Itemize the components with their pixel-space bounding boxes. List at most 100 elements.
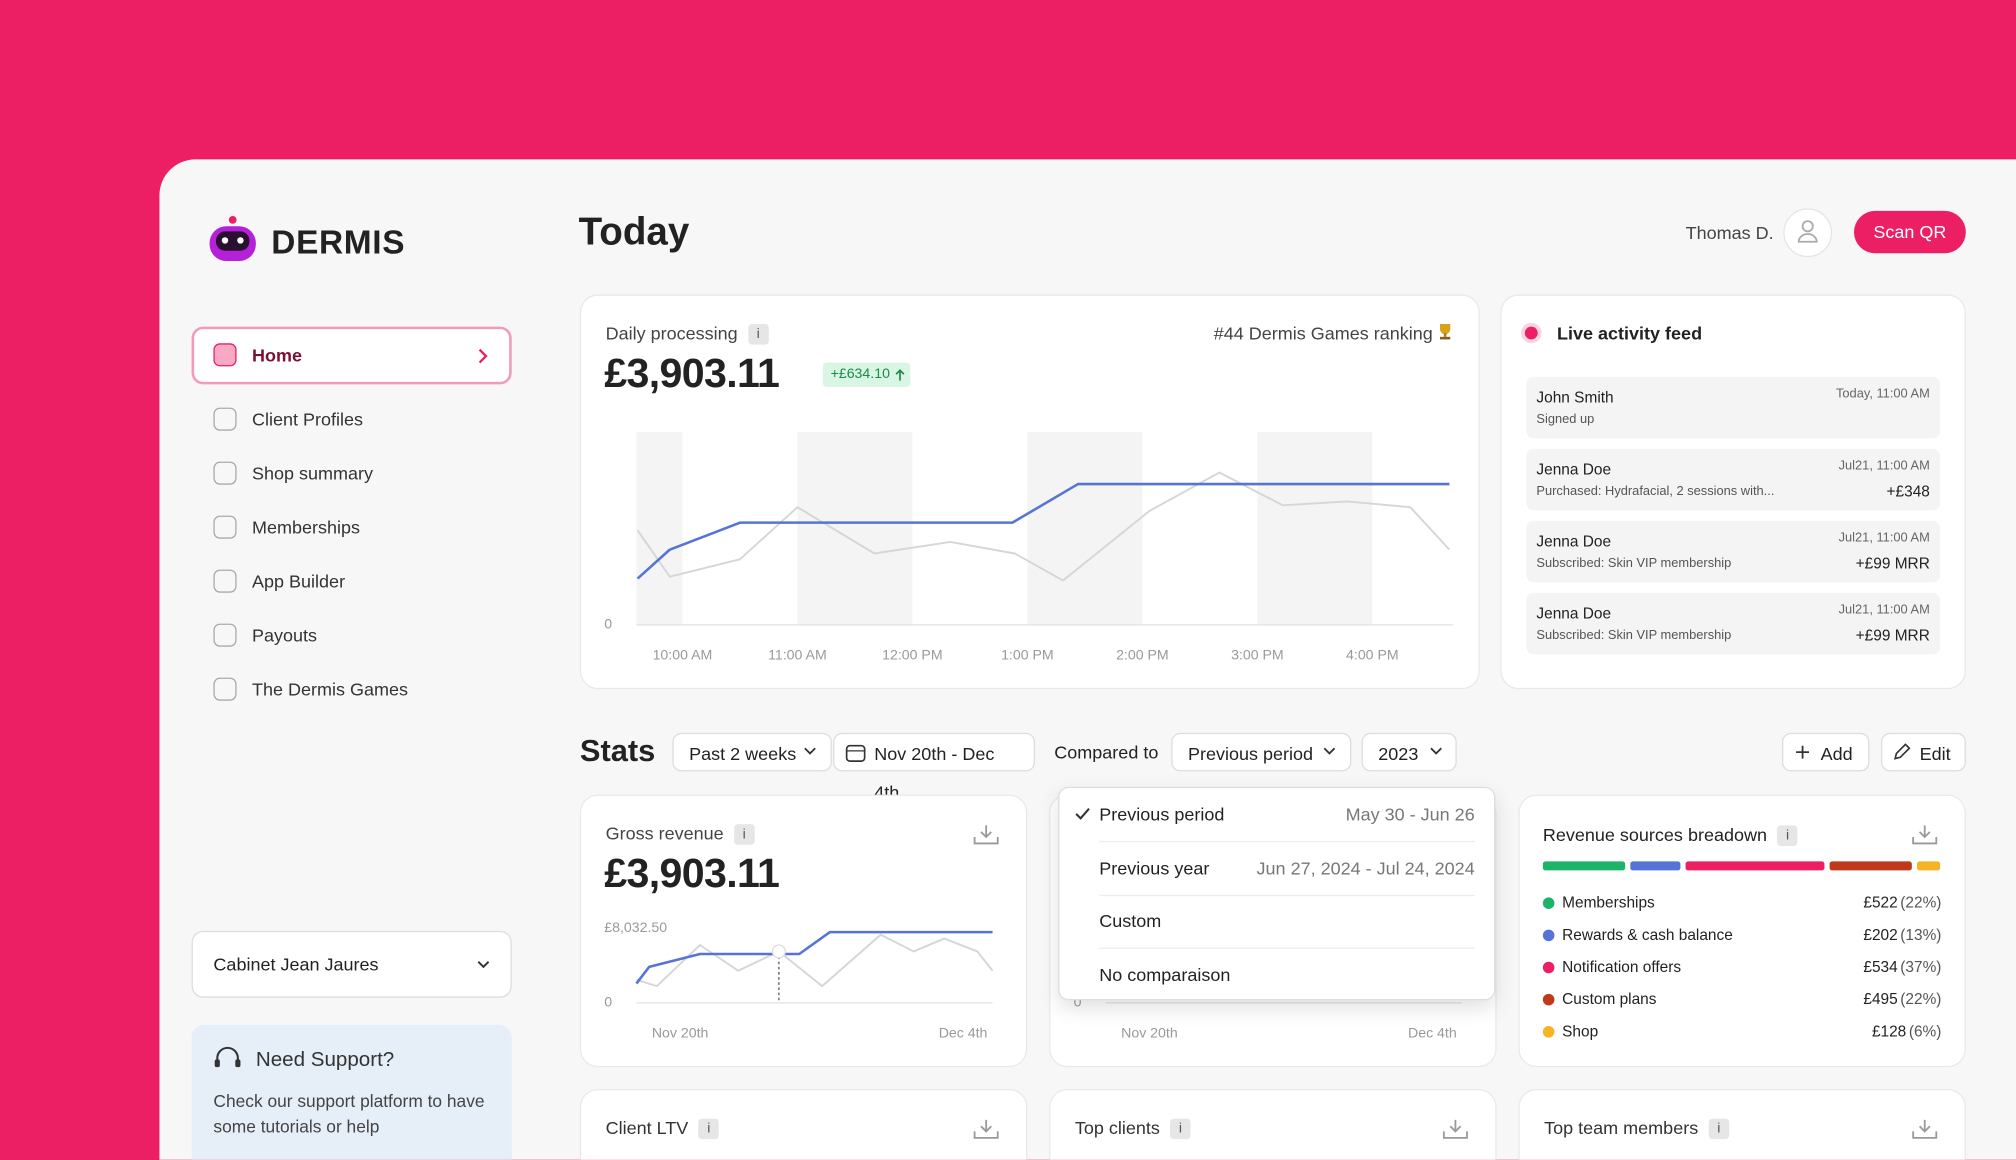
compare-select[interactable]: Previous period (1171, 732, 1352, 772)
nav-item[interactable]: Memberships (213, 515, 361, 539)
legend-name: Memberships (1562, 893, 1655, 912)
legend-dot (1542, 961, 1555, 973)
value-label: £202 (1863, 925, 1898, 944)
year: 2023 (1378, 743, 1419, 764)
label-text: Daily processing (605, 322, 738, 344)
compared-label: Compared to (1054, 741, 1159, 763)
value-label: £495 (1863, 989, 1898, 1008)
gross-amount: £3,903.11 (604, 849, 780, 897)
dropdown-option[interactable]: Custom (1099, 895, 1475, 949)
legend-row: Custom plans £495 (22%) (1542, 989, 1942, 1008)
live-dot (1524, 326, 1538, 340)
info-icon[interactable]: i (1170, 1118, 1191, 1140)
ltv-card (579, 1088, 1028, 1160)
feed-amount: +£99 MRR (1855, 554, 1930, 573)
feed-name: Jenna Doe (1536, 460, 1612, 479)
nav-label: Client Profiles (251, 408, 364, 430)
legend-dot (1542, 1025, 1555, 1037)
legend-row: Shop £128 (6%) (1542, 1022, 1942, 1041)
option-label: Previous period (1099, 803, 1225, 825)
feed-detail: Purchased: Hydrafacial, 2 sessions with.… (1536, 484, 1775, 499)
range-select[interactable]: Nov 20th - Dec 4th (833, 732, 1035, 802)
info-icon[interactable]: i (698, 1118, 720, 1140)
share-bar (1917, 861, 1941, 871)
location-select[interactable] (191, 930, 512, 998)
card-title: Top clients i (1074, 1117, 1191, 1140)
nav-item[interactable]: The Dermis Games (213, 677, 408, 701)
info-icon[interactable]: i (733, 824, 755, 845)
nav-icon (213, 677, 237, 701)
nav-icon (213, 569, 237, 593)
feed-name: Jenna Doe (1536, 532, 1612, 551)
nav-label: App Builder (251, 570, 346, 592)
legend-row: Notification offers £534 (37%) (1542, 957, 1942, 976)
dropdown-option[interactable]: Previous period May 30 - Jun 26 (1099, 788, 1475, 843)
info-icon[interactable]: i (1708, 1118, 1730, 1140)
nav-icon (213, 461, 237, 485)
avatar[interactable] (1783, 208, 1833, 258)
daily-label: Daily processing i (606, 323, 769, 345)
legend-dot (1542, 896, 1555, 909)
feed-item: John Smith Signed up Today, 11:00 AM (1526, 376, 1941, 439)
legend-name: Custom plans (1562, 989, 1657, 1008)
feed-item: Jenna Doe Subscribed: Skin VIP membership… (1526, 592, 1941, 655)
edit-button[interactable]: Edit (1880, 732, 1966, 772)
pencil-icon (1893, 743, 1911, 760)
feed-name: John Smith (1536, 388, 1614, 407)
label-text: Top team members (1544, 1117, 1699, 1138)
period-select[interactable]: Past 2 weeks (672, 732, 832, 772)
feed-time: Jul21, 11:00 AM (1838, 458, 1930, 474)
feed-time: Jul21, 11:00 AM (1838, 530, 1930, 546)
up-arrow (895, 369, 905, 381)
feed-time: Today, 11:00 AM (1835, 386, 1930, 402)
option-label: No comparaison (1099, 963, 1231, 985)
share-label: (22%) (1900, 989, 1942, 1008)
nav-item[interactable]: Payouts (213, 623, 318, 647)
dropdown-option[interactable]: Previous year Jun 27, 2024 - Jul 24, 2024 (1099, 841, 1475, 896)
nav-label: Payouts (251, 624, 318, 646)
legend-dot (1542, 993, 1555, 1005)
ranking: #44 Dermis Games ranking (1213, 322, 1433, 344)
support-box (191, 1024, 512, 1160)
share-label: (6%) (1908, 1022, 1942, 1041)
year-select[interactable]: 2023 (1361, 732, 1457, 772)
dropdown-option[interactable]: No comparaison (1099, 948, 1474, 1001)
nav-home[interactable] (191, 326, 512, 385)
scan-qr-button[interactable]: Scan QR (1853, 210, 1966, 254)
nav-icon (213, 407, 237, 431)
feed-item: Jenna Doe Purchased: Hydrafacial, 2 sessi… (1526, 448, 1941, 511)
nav-icon (213, 343, 237, 367)
chevron (478, 348, 488, 364)
feed-name: Jenna Doe (1536, 604, 1612, 623)
compare: Previous period (1187, 743, 1314, 764)
brand: DERMIS (271, 222, 406, 261)
feed-item: Jenna Doe Subscribed: Skin VIP membership… (1526, 520, 1941, 583)
label-text: Top clients (1074, 1117, 1160, 1138)
user-name: Thomas D. (1685, 222, 1774, 243)
edit: Edit (1919, 743, 1951, 764)
plus-icon (1796, 745, 1809, 759)
nav-item[interactable]: Client Profiles (213, 407, 364, 431)
legend-name: Rewards & cash balance (1562, 925, 1733, 944)
share-label: (22%) (1900, 893, 1942, 912)
feed-amount: +£99 MRR (1855, 626, 1930, 645)
feed-title: Live activity feed (1556, 322, 1703, 344)
nav-item[interactable]: App Builder (213, 569, 346, 593)
nav-item[interactable]: Home (213, 343, 302, 367)
change-text: +£634.10 (830, 366, 890, 382)
option-label: Previous year (1099, 856, 1210, 878)
feed-detail: Subscribed: Skin VIP membership (1536, 628, 1732, 643)
info-icon[interactable]: i (747, 323, 769, 345)
share-bar (1684, 861, 1825, 871)
period: Past 2 weeks (689, 743, 797, 764)
check-icon (1075, 808, 1090, 820)
nav-label: Memberships (251, 516, 361, 538)
add: Add (1820, 743, 1853, 764)
info-icon[interactable]: i (1777, 825, 1798, 846)
label-text: Revenue sources breadown (1542, 824, 1768, 845)
gross-label: Gross revenue i (606, 823, 755, 845)
share-label: (37%) (1900, 957, 1942, 976)
nav-item[interactable]: Shop summary (213, 461, 373, 485)
location: Cabinet Jean Jaures (213, 953, 379, 975)
